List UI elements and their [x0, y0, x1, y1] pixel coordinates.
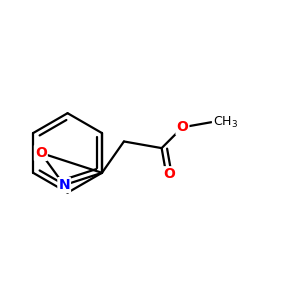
- Text: O: O: [176, 120, 188, 134]
- Text: O: O: [35, 146, 47, 160]
- Text: N: N: [58, 178, 70, 192]
- Text: O: O: [163, 167, 175, 181]
- Text: CH$_3$: CH$_3$: [213, 115, 238, 130]
